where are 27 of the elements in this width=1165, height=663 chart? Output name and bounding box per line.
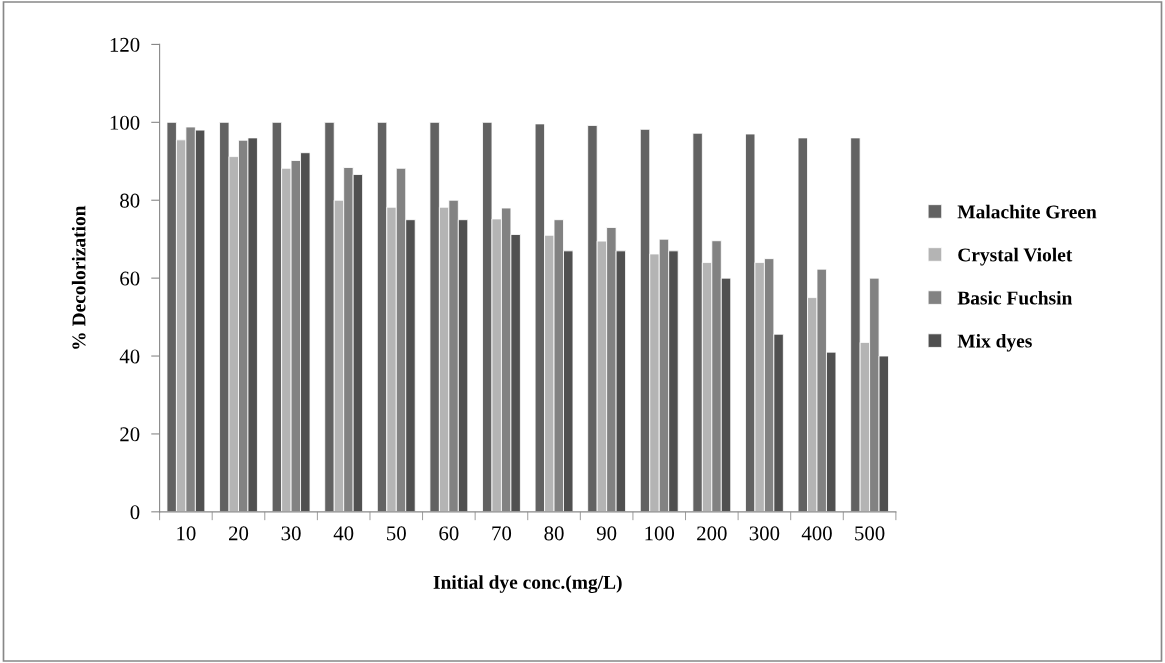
x-tick-label: 20 xyxy=(228,526,249,541)
x-tick-label: 80 xyxy=(544,526,564,541)
x-tick-label: 30 xyxy=(281,526,301,541)
x-tick-label: 300 xyxy=(749,526,780,541)
x-tick-label: 60 xyxy=(439,526,459,541)
y-tick-label: 60 xyxy=(120,271,140,286)
y-tick-label: 40 xyxy=(119,349,140,364)
x-tick-label: 400 xyxy=(801,526,832,541)
x-tick-label: 90 xyxy=(596,526,617,541)
y-tick-label: 0 xyxy=(130,505,140,520)
legend-label: Crystal Violet xyxy=(958,247,1073,266)
x-tick-label: 40 xyxy=(333,526,354,541)
y-tick-label: 20 xyxy=(120,427,140,442)
x-tick-label: 100 xyxy=(645,526,675,541)
x-tick-label: 10 xyxy=(177,526,196,541)
y-axis-title: % Decolorization xyxy=(71,205,86,349)
y-tick-label: 100 xyxy=(110,115,140,130)
x-axis-title: Initial dye conc.(mg/L) xyxy=(433,575,622,593)
legend-label: Basic Fuchsin xyxy=(957,290,1073,305)
y-tick-label: 80 xyxy=(120,193,140,208)
x-tick-label: 200 xyxy=(697,526,727,541)
x-tick-label: 50 xyxy=(387,526,406,541)
x-tick-label: 70 xyxy=(492,526,512,541)
legend-label: Malachite Green xyxy=(957,204,1097,219)
x-tick-label: 500 xyxy=(855,526,885,541)
legend-label: Mix dyes xyxy=(957,333,1032,352)
y-tick-label: 120 xyxy=(110,37,140,52)
